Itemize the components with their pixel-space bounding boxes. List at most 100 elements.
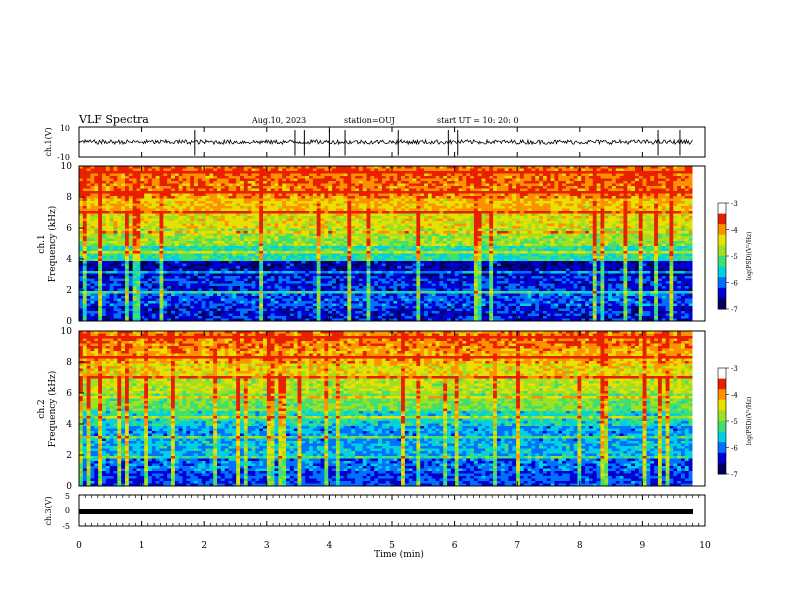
ch1-spectrogram-cell: [336, 221, 340, 224]
ch1-spectrogram-cell: [351, 314, 355, 317]
ch1-spectrogram-cell: [252, 229, 256, 232]
ch1-spectrogram-cell: [163, 276, 167, 279]
ch1-spectrogram-cell: [267, 259, 271, 262]
ch1-spectrogram-cell: [133, 276, 137, 279]
ch1-spectrogram-cell: [367, 269, 371, 272]
ch1-spectrogram-cell: [209, 226, 213, 229]
ch1-spectrogram-cell: [121, 169, 125, 172]
ch1-spectrogram-cell: [213, 191, 217, 194]
ch1-spectrogram-cell: [179, 196, 183, 199]
ch1-spectrogram-cell: [347, 201, 351, 204]
ch1-spectrogram-cell: [301, 286, 305, 289]
ch1-spectrogram-cell: [156, 281, 160, 284]
ch1-spectrogram-cell: [98, 286, 102, 289]
ch1-spectrogram-cell: [263, 204, 267, 207]
ch1-spectrogram-cell: [305, 201, 309, 204]
ch1-spectrogram-cell: [321, 224, 325, 227]
ch1-spectrogram-cell: [156, 194, 160, 197]
ch1-spectrogram-cell: [305, 266, 309, 269]
ch1-spectrogram-cell: [102, 244, 106, 247]
ch1-spectrogram-cell: [290, 229, 294, 232]
ch1-spectrogram-cell: [370, 261, 374, 264]
ch1-spectrogram-cell: [290, 294, 294, 297]
ch1-spectrogram-cell: [248, 226, 252, 229]
ch1-spectrogram-cell: [152, 221, 156, 224]
ch1-spectrogram-cell: [378, 281, 382, 284]
ch1-spectrogram-cell: [129, 231, 133, 234]
ch1-spectrogram-cell: [114, 294, 118, 297]
ch1-spectrogram-cell: [202, 211, 206, 214]
ch1-spectrogram-cell: [137, 196, 141, 199]
ch1-spectrogram-cell: [125, 286, 129, 289]
ch1-spectrogram-cell: [98, 174, 102, 177]
ch1-spectrogram-cell: [278, 246, 282, 249]
ch1-spectrogram-cell: [321, 296, 325, 299]
ch1-spectrogram-cell: [290, 309, 294, 312]
ch1-spectrogram-cell: [106, 254, 110, 257]
ch1-spectrogram-cell: [255, 239, 259, 242]
ch1-spectrogram-cell: [156, 229, 160, 232]
ch1-spectrogram-cell: [209, 309, 213, 312]
ch1-spectrogram-cell: [263, 284, 267, 287]
ch1-spectrogram-cell: [217, 199, 221, 202]
ch1-spectrogram-cell: [98, 261, 102, 264]
ch1-spectrogram-cell: [255, 191, 259, 194]
ch1-spectrogram-cell: [206, 294, 210, 297]
ch1-spectrogram-cell: [129, 266, 133, 269]
ch1-spectrogram-cell: [167, 296, 171, 299]
ch1-spectrogram-cell: [374, 214, 378, 217]
ch1-spectrogram-cell: [110, 261, 114, 264]
ch1-spectrogram-cell: [367, 264, 371, 267]
ch1-spectrogram-cell: [106, 304, 110, 307]
ch1-spectrogram-cell: [309, 296, 313, 299]
ch1-spectrogram-cell: [263, 206, 267, 209]
ch1-spectrogram-cell: [294, 196, 298, 199]
ch1-spectrogram-cell: [309, 249, 313, 252]
ch1-spectrogram-cell: [374, 194, 378, 197]
ch1-spectrogram-cell: [129, 284, 133, 287]
ch1-spectrogram-cell: [206, 214, 210, 217]
ch1-spectrogram-cell: [359, 251, 363, 254]
ch1-spectrogram-cell: [83, 296, 87, 299]
ch1-spectrogram-cell: [271, 314, 275, 317]
ch1-spectrogram-cell: [336, 251, 340, 254]
ch1-spectrogram-cell: [175, 184, 179, 187]
ch1-spectrogram-cell: [259, 266, 263, 269]
ch1-spectrogram-cell: [344, 296, 348, 299]
ch1-spectrogram-cell: [183, 264, 187, 267]
ch1-spectrogram-cell: [344, 266, 348, 269]
ch1-spectrogram-cell: [190, 189, 194, 192]
ch1-spectrogram-cell: [194, 269, 198, 272]
ch1-spectrogram-cell: [133, 314, 137, 317]
ch1-spectrogram-cell: [313, 189, 317, 192]
ch1-spectrogram-cell: [156, 271, 160, 274]
ch1-spectrogram-cell: [194, 229, 198, 232]
ch1-spectrogram-cell: [252, 314, 256, 317]
ch1-spectrogram-cell: [367, 259, 371, 262]
ch1-spectrogram-cell: [160, 196, 164, 199]
ch1-spectrogram-cell: [202, 304, 206, 307]
ch1-spectrogram-cell: [367, 284, 371, 287]
ch1-spectrogram-cell: [167, 254, 171, 257]
ch1-spectrogram-cell: [282, 196, 286, 199]
ch1-spectrogram-cell: [244, 171, 248, 174]
ch1-spectrogram-cell: [183, 314, 187, 317]
ch1-spectrogram-cell: [194, 244, 198, 247]
ch1-spectrogram-cell: [344, 286, 348, 289]
ch1-spectrogram-cell: [217, 286, 221, 289]
ch1-spectrogram-cell: [294, 231, 298, 234]
ch1-spectrogram-cell: [221, 259, 225, 262]
ch1-spectrogram-cell: [94, 291, 98, 294]
ch1-spectrogram-cell: [102, 249, 106, 252]
ch1-spectrogram-cell: [133, 226, 137, 229]
ch1-spectrogram-cell: [121, 176, 125, 179]
ch1-spectrogram-cell: [167, 191, 171, 194]
ch1-spectrogram-cell: [386, 194, 390, 197]
ch1-spectrogram-cell: [355, 264, 359, 267]
ch1-spectrogram-cell: [347, 171, 351, 174]
ch1-spectrogram-cell: [336, 269, 340, 272]
ch1-spectrogram-cell: [102, 199, 106, 202]
ch1-spectrogram-cell: [137, 221, 141, 224]
ch1-spectrogram-cell: [347, 226, 351, 229]
ch1-spectrogram-cell: [263, 276, 267, 279]
